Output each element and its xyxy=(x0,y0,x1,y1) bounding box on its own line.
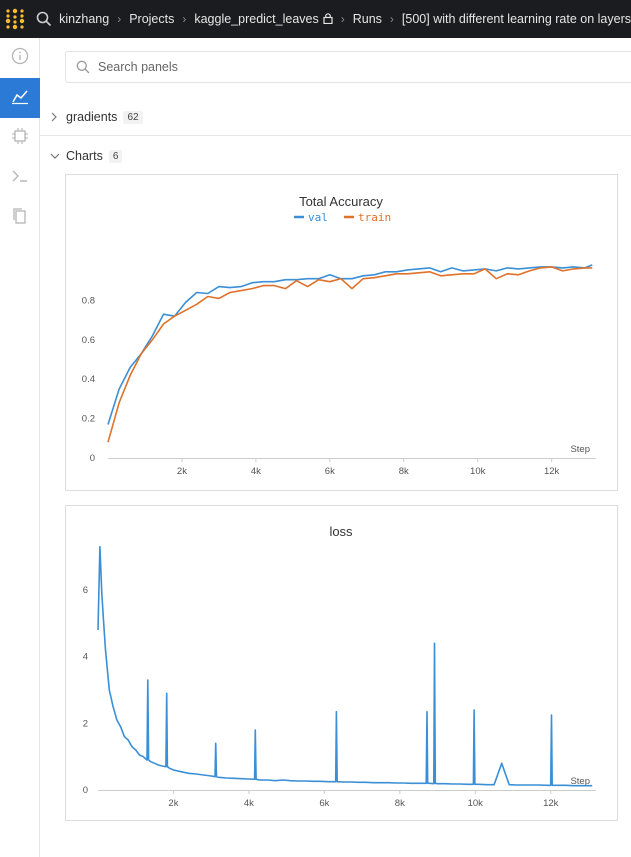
breadcrumb-project-label: kaggle_predict_leaves xyxy=(194,11,319,26)
chart-title: loss xyxy=(329,524,353,539)
x-tick-label: 8k xyxy=(399,466,409,477)
section-gradients[interactable]: gradients 62 xyxy=(40,108,631,126)
section-count-badge: 6 xyxy=(108,149,123,163)
section-label: Charts xyxy=(66,149,103,163)
x-tick-label: 2k xyxy=(177,466,187,477)
series-line-val xyxy=(107,264,593,425)
top-bar: kinzhang › Projects › kaggle_predict_lea… xyxy=(0,0,631,38)
panel-search-box[interactable] xyxy=(65,51,631,83)
x-tick-label: 6k xyxy=(325,466,335,477)
x-tick-label: 2k xyxy=(168,798,178,809)
y-tick-label: 4 xyxy=(83,652,88,663)
chart-icon xyxy=(11,87,29,110)
x-tick-label: 8k xyxy=(395,798,405,809)
legend-label: train xyxy=(358,211,391,224)
y-tick-label: 0.6 xyxy=(82,335,95,346)
info-icon xyxy=(11,47,29,70)
x-tick-label: 4k xyxy=(251,466,261,477)
sidebar-item-logs[interactable] xyxy=(0,158,40,198)
y-tick-label: 6 xyxy=(83,585,88,596)
breadcrumb: kinzhang › Projects › kaggle_predict_lea… xyxy=(59,12,631,27)
sidebar-item-files[interactable] xyxy=(0,198,40,238)
chevron-right-icon: › xyxy=(389,12,394,26)
files-icon xyxy=(11,207,29,230)
breadcrumb-run-name[interactable]: [500] with different learning rate on la… xyxy=(401,12,631,26)
series-line-train xyxy=(107,266,593,443)
y-tick-label: 2 xyxy=(83,718,88,729)
x-tick-label: 12k xyxy=(543,798,559,809)
section-charts[interactable]: Charts 6 xyxy=(40,147,631,165)
chevron-right-icon: › xyxy=(340,12,345,26)
y-tick-label: 0 xyxy=(83,785,88,796)
cpu-icon xyxy=(11,127,29,150)
y-tick-label: 0.8 xyxy=(82,295,95,306)
search-input[interactable] xyxy=(98,60,548,74)
x-tick-label: 12k xyxy=(544,466,560,477)
chart-panel-loss[interactable]: loss 0 2 4 6 2k 4k 6k 8k 10k 12k Step xyxy=(65,505,618,821)
x-tick-label: 10k xyxy=(470,466,486,477)
breadcrumb-runs[interactable]: Runs xyxy=(352,12,382,26)
section-label: gradients xyxy=(66,110,118,124)
wandb-logo-icon[interactable] xyxy=(0,0,30,38)
y-tick-label: 0 xyxy=(90,453,95,464)
series-line-loss xyxy=(97,545,593,787)
sidebar-item-charts[interactable] xyxy=(0,78,40,118)
x-tick-label: 10k xyxy=(468,798,484,809)
x-tick-label: 6k xyxy=(319,798,329,809)
accuracy-chart: Total Accuracy 0 0.2 0.4 0.6 0.8 2k 4k 6k 8k 10k 12… xyxy=(82,194,596,477)
main-content: gradients 62 Charts 6 Total Accuracy00.2… xyxy=(40,38,631,857)
chart-panel-total-accuracy[interactable]: Total Accuracy 0 0.2 0.4 0.6 0.8 2k 4k 6k 8k 10k 12… xyxy=(65,174,618,491)
y-tick-label: 0.2 xyxy=(82,414,95,425)
legend-label: val xyxy=(308,211,328,224)
sidebar-item-overview[interactable] xyxy=(0,38,40,78)
chart-title: Total Accuracy xyxy=(299,194,383,209)
x-axis-label: Step xyxy=(570,776,590,787)
lock-icon xyxy=(323,12,333,27)
divider xyxy=(40,135,631,136)
chevron-right-icon: › xyxy=(117,12,122,26)
loss-chart: loss 0 2 4 6 2k 4k 6k 8k 10k 12k Step xyxy=(83,524,596,809)
breadcrumb-project[interactable]: kaggle_predict_leaves xyxy=(194,11,333,27)
sidebar-item-system[interactable] xyxy=(0,118,40,158)
chevron-down-icon xyxy=(50,152,64,160)
terminal-icon xyxy=(11,167,29,190)
chevron-right-icon: › xyxy=(182,12,187,26)
x-tick-label: 4k xyxy=(244,798,254,809)
breadcrumb-user[interactable]: kinzhang xyxy=(59,12,110,26)
x-axis-label: Step xyxy=(570,444,590,455)
chevron-right-icon xyxy=(50,112,64,122)
search-icon xyxy=(76,60,90,74)
sidebar xyxy=(0,38,40,857)
y-tick-label: 0.4 xyxy=(82,374,95,385)
global-search-icon[interactable] xyxy=(32,11,55,27)
section-count-badge: 62 xyxy=(123,110,143,124)
breadcrumb-projects[interactable]: Projects xyxy=(129,12,175,26)
